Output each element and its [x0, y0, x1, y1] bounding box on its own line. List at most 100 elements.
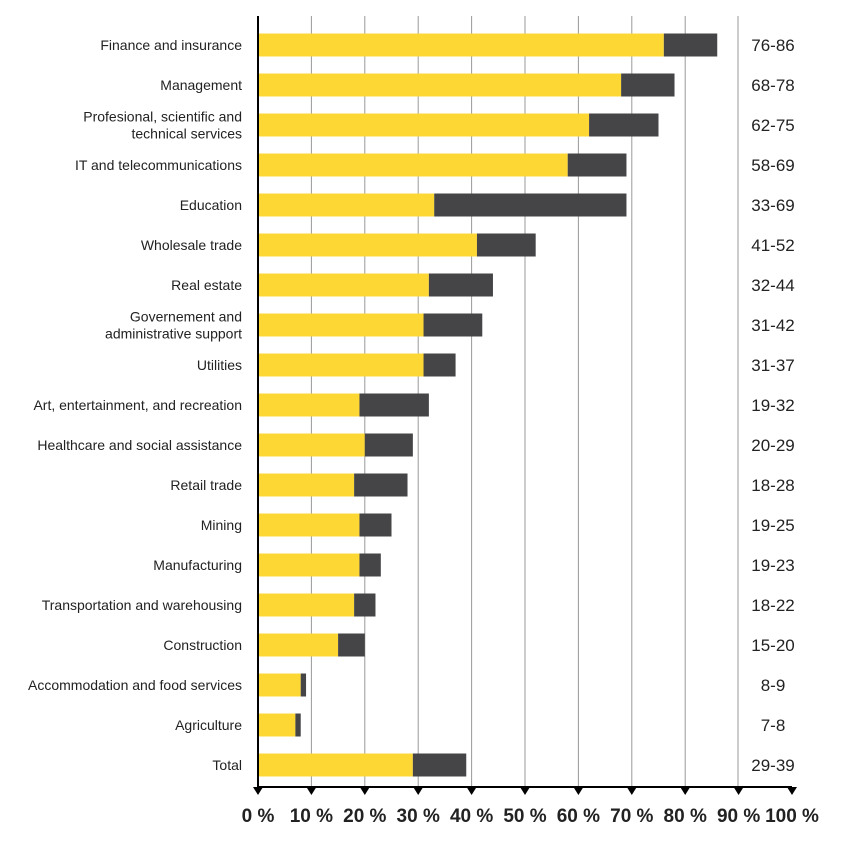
- category-label: Governement and administrative support: [105, 309, 242, 342]
- x-tick-marker: [359, 787, 370, 795]
- category-label: Transportation and warehousing: [42, 597, 242, 613]
- bar-low: [258, 633, 339, 657]
- bar-high: [567, 153, 627, 177]
- bar-high: [428, 273, 493, 297]
- range-label: 31-42: [751, 316, 794, 335]
- range-label: 33-69: [751, 196, 794, 215]
- category-labels: Finance and insurance Management Profesion…: [28, 37, 242, 773]
- x-tick-marker: [413, 787, 424, 795]
- bar-high: [354, 593, 376, 617]
- bar-low: [258, 513, 360, 537]
- range-label: 18-28: [751, 476, 794, 495]
- bar-low: [258, 113, 590, 137]
- range-labels: 76-86 68-78 62-75 58-69 33-69 41-52 32-44 31-42…: [751, 36, 794, 775]
- range-label: 58-69: [751, 156, 794, 175]
- bar-low: [258, 73, 622, 97]
- category-label: Profesional, scientific and technical ser…: [83, 109, 242, 142]
- x-tick-marker: [253, 787, 263, 795]
- range-label: 8-9: [761, 676, 786, 695]
- bar-high: [412, 753, 467, 777]
- bar-low: [258, 273, 429, 297]
- category-label: Agriculture: [175, 717, 242, 733]
- category-label: Art, entertainment, and recreation: [33, 397, 242, 413]
- category-label: Utilities: [197, 357, 242, 373]
- x-tick-marker: [466, 787, 477, 795]
- x-tick-label: 10 %: [290, 806, 333, 827]
- bar-low: [258, 593, 355, 617]
- bar-low: [258, 713, 296, 737]
- bar-low: [258, 393, 360, 417]
- category-label: Real estate: [171, 277, 242, 293]
- category-label: Total: [212, 757, 242, 773]
- bar-high: [338, 633, 365, 657]
- range-label: 68-78: [751, 76, 794, 95]
- range-label: 19-32: [751, 396, 794, 415]
- gridlines: [310, 16, 739, 787]
- range-label: 31-37: [751, 356, 794, 375]
- bar-high: [663, 33, 718, 57]
- category-label: Finance and insurance: [100, 37, 242, 53]
- category-label: Construction: [163, 637, 242, 653]
- range-label: 29-39: [751, 756, 794, 775]
- bar-high: [434, 193, 627, 217]
- x-tick-marker: [626, 787, 637, 795]
- bar-high: [359, 393, 429, 417]
- bar-high: [359, 553, 381, 577]
- range-label: 18-22: [751, 596, 794, 615]
- bar-high: [621, 73, 675, 97]
- bar-low: [258, 33, 664, 57]
- bar-high: [423, 313, 483, 337]
- x-tick-label: 100 %: [765, 806, 819, 827]
- bar-low: [258, 673, 301, 697]
- bar-high: [364, 433, 413, 457]
- x-tick-label: 60 %: [557, 806, 600, 827]
- category-label: Accommodation and food services: [28, 677, 242, 693]
- range-label: 15-20: [751, 636, 794, 655]
- x-axis: 0 % 10 % 20 % 30 % 40 % 50 % 60 % 70 % 80 % 90 % 1…: [242, 16, 819, 827]
- range-label: 32-44: [751, 276, 794, 295]
- category-label: Healthcare and social assistance: [37, 437, 242, 453]
- category-label: IT and telecommunications: [75, 157, 242, 173]
- x-tick-label: 70 %: [610, 806, 653, 827]
- bar-low: [258, 193, 435, 217]
- range-label: 20-29: [751, 436, 794, 455]
- bar-low: [258, 233, 477, 257]
- range-label: 19-23: [751, 556, 794, 575]
- x-tick-marker: [787, 787, 797, 795]
- bar-high: [423, 353, 456, 377]
- bar-high: [476, 233, 536, 257]
- bar-low: [258, 433, 365, 457]
- x-tick-marker: [733, 787, 744, 795]
- x-tick-label: 90 %: [717, 806, 760, 827]
- bar-low: [258, 553, 360, 577]
- bar-low: [258, 153, 568, 177]
- range-label: 76-86: [751, 36, 794, 55]
- bar-low: [258, 313, 424, 337]
- category-label: Retail trade: [170, 477, 242, 493]
- x-tick-label: 80 %: [664, 806, 707, 827]
- category-label: Wholesale trade: [141, 237, 242, 253]
- x-tick-label: 20 %: [343, 806, 386, 827]
- bar-high: [359, 513, 392, 537]
- bar-high: [295, 713, 301, 737]
- x-tick-marker: [306, 787, 317, 795]
- x-tick-label: 0 %: [242, 806, 275, 827]
- x-tick-label: 40 %: [450, 806, 493, 827]
- range-label: 19-25: [751, 516, 794, 535]
- x-tick-marker: [520, 787, 530, 795]
- bar-low: [258, 353, 424, 377]
- bar-high: [589, 113, 659, 137]
- bar-high: [300, 673, 307, 697]
- x-tick-marker: [680, 787, 691, 795]
- bar-low: [258, 753, 413, 777]
- bar-low: [258, 473, 355, 497]
- x-tick-marker: [573, 787, 584, 795]
- x-tick-label: 30 %: [397, 806, 440, 827]
- x-tick-label: 50 %: [503, 806, 546, 827]
- bar-high: [354, 473, 408, 497]
- category-label: Manufacturing: [153, 557, 242, 573]
- range-label: 62-75: [751, 116, 794, 135]
- category-label: Mining: [201, 517, 242, 533]
- range-label: 41-52: [751, 236, 794, 255]
